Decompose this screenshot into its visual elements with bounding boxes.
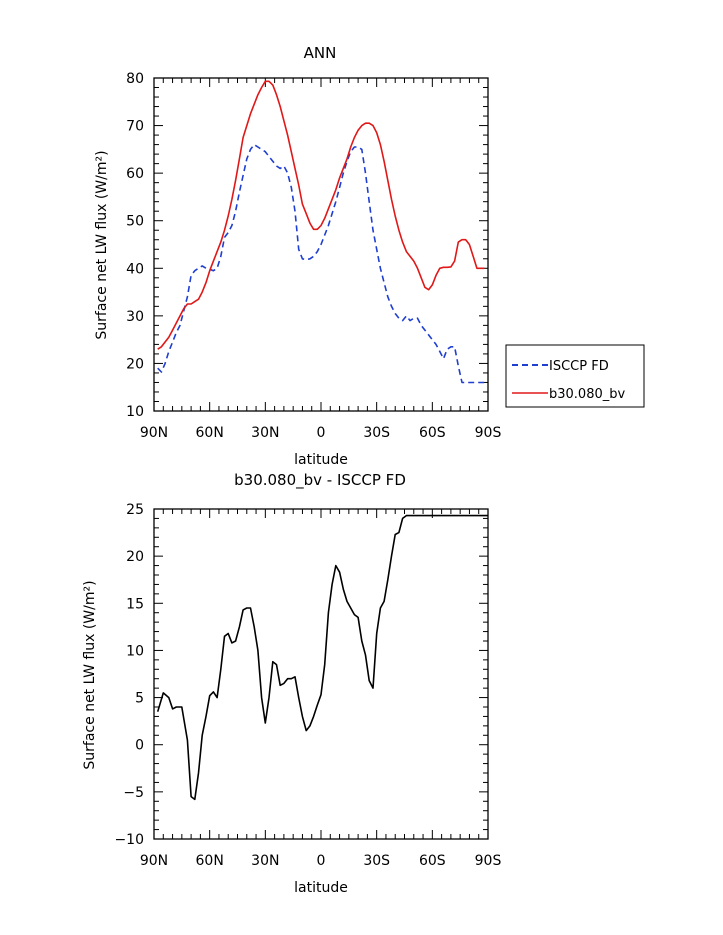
x-tick-label: 60S [419, 853, 446, 869]
y-tick-label: 25 [126, 502, 144, 518]
y-tick-label: 60 [126, 166, 144, 182]
y-tick-label: 20 [126, 549, 144, 565]
y-tick-label: 70 [126, 119, 144, 135]
top-x-axis-label: latitude [294, 452, 348, 468]
legend-box [505, 344, 645, 408]
bottom-chart-title: b30.080_bv - ISCCP FD [234, 471, 406, 490]
top-y-ticks: 10 20 30 40 50 60 70 80 [126, 71, 488, 420]
top-x-ticks: 90N 60N 30N 0 30S 60S 90S [140, 78, 502, 441]
y-tick-label: 40 [126, 261, 144, 277]
x-tick-label: 0 [317, 853, 326, 869]
top-chart-panel: ANN 10 20 30 40 50 60 70 80 90N 60N 30N 0 30S 60S 90S… [94, 44, 645, 468]
x-tick-label: 60S [419, 425, 446, 441]
x-tick-label: 30S [363, 425, 390, 441]
bottom-x-axis-label: latitude [294, 880, 348, 896]
bottom-y-ticks: −10 −5 0 5 10 15 20 25 [114, 502, 488, 848]
y-tick-label: 10 [126, 404, 144, 420]
x-tick-label: 90S [475, 425, 502, 441]
x-tick-label: 30N [251, 853, 279, 869]
bottom-y-axis-label: Surface net LW flux (W/m²) [82, 580, 98, 769]
y-tick-label: 10 [126, 643, 144, 659]
bottom-series-lines [156, 514, 488, 801]
x-tick-label: 0 [317, 425, 326, 441]
series-line-isccp-fd [157, 143, 485, 384]
top-y-axis-label: Surface net LW flux (W/m²) [94, 150, 110, 339]
bottom-chart-panel: b30.080_bv - ISCCP FD −10 −5 0 5 10 15 20 25 90… [82, 471, 501, 896]
x-tick-label: 30S [363, 853, 390, 869]
y-tick-label: 30 [126, 309, 144, 325]
x-tick-label: 60N [196, 425, 224, 441]
x-tick-label: 30N [251, 425, 279, 441]
top-series-lines [157, 80, 485, 384]
legend-label-model: b30.080_bv [549, 387, 625, 402]
y-tick-label: 50 [126, 214, 144, 230]
bottom-plot-frame [153, 508, 489, 840]
legend-label-isccp: ISCCP FD [549, 359, 609, 374]
y-tick-label: 5 [135, 691, 144, 707]
y-tick-label: 0 [135, 738, 144, 754]
x-tick-label: 90S [475, 853, 502, 869]
x-tick-label: 60N [196, 853, 224, 869]
series-line-difference [156, 514, 488, 801]
y-tick-label: 15 [126, 596, 144, 612]
y-tick-label: 20 [126, 356, 144, 372]
x-tick-label: 90N [140, 853, 168, 869]
legend: ISCCP FD b30.080_bv [505, 344, 645, 408]
y-tick-label: −10 [114, 832, 144, 848]
x-tick-label: 90N [140, 425, 168, 441]
y-tick-label: −5 [123, 785, 144, 801]
y-tick-label: 80 [126, 71, 144, 87]
top-chart-title: ANN [304, 44, 337, 62]
bottom-x-ticks: 90N 60N 30N 0 30S 60S 90S [140, 509, 502, 869]
series-line-b30-080-bv [157, 80, 485, 350]
